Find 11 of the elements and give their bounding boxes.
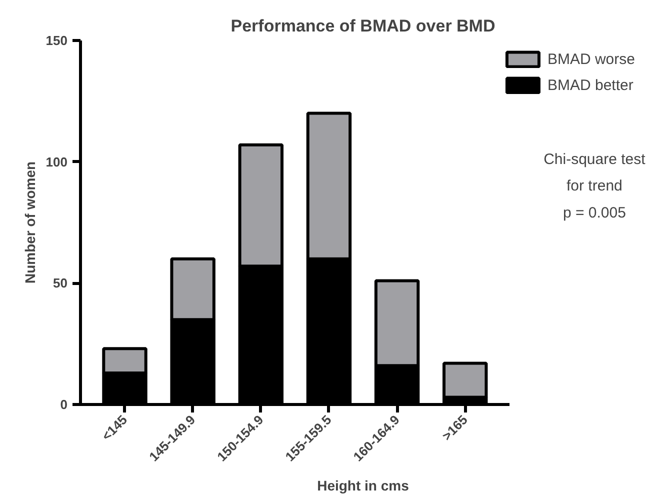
bar [442,362,488,399]
y-axis-title: Number of women [22,161,38,284]
y-tick-label: 50 [53,276,68,291]
text: Chi-square test for trend p = 0.005 [544,150,646,222]
legend-label: BMAD better [547,76,634,94]
y-tick-label: 0 [60,397,68,412]
x-axis-title: Height in cms [317,477,410,494]
y-tick-label: 150 [46,33,68,48]
y-tick-label: 100 [46,154,68,170]
legend-label: BMAD worse [547,50,635,68]
chart-title: Performance of BMAD over BMD [230,16,496,36]
